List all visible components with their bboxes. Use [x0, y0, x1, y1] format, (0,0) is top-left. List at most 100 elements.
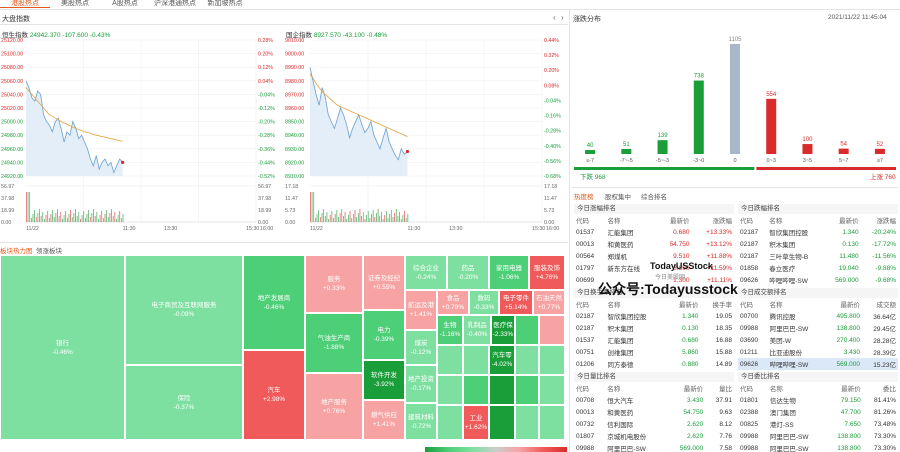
table-row[interactable]: 00699 1.300 +11.11%: [574, 274, 734, 286]
table-row[interactable]: 02187 智欣集团控股 1.340 -20.24%: [738, 226, 898, 238]
sector-tile[interactable]: 家用电器 -1.06%: [489, 255, 529, 290]
sector-tile[interactable]: 地产发展商 -0.46%: [243, 255, 305, 350]
volume-bar: [73, 213, 75, 222]
table-row[interactable]: 00825 港灯-SS 7.650 73.48%: [738, 418, 898, 430]
next-arrow-icon[interactable]: ›: [561, 13, 564, 22]
table-row[interactable]: 09988 阿里巴巴-SW 138.800 29.45亿: [738, 322, 898, 334]
table-row[interactable]: 02187 三叶草生物-B 11.480 -11.56%: [738, 250, 898, 262]
sector-tile[interactable]: 地产服务 +0.76%: [305, 373, 363, 440]
sector-tile[interactable]: 电子零件 +5.14%: [499, 290, 533, 315]
top-tab[interactable]: 新加坡热点: [207, 0, 243, 7]
sector-tile[interactable]: [539, 345, 565, 375]
price-area: [310, 67, 408, 176]
table-row[interactable]: 01537 汇能集团 0.680 16.88: [574, 334, 734, 346]
volume-bar: [45, 215, 47, 222]
sector-tile[interactable]: [515, 405, 539, 440]
tab-heat[interactable]: 热度榜: [574, 194, 594, 201]
sector-tile[interactable]: 服装及饰 +4.76%: [529, 255, 565, 290]
top-tab[interactable]: 港股热点: [0, 0, 50, 8]
table-cell: 比亚迪股份: [769, 350, 803, 357]
sector-tile[interactable]: 保险 -0.37%: [125, 365, 243, 440]
table-row[interactable]: 01807 京城机电股份 2.620 7.76: [574, 430, 734, 442]
table-row[interactable]: 01537 汇能集团 0.680 +13.33%: [574, 226, 734, 238]
sector-tile[interactable]: 药品 -0.20%: [447, 255, 489, 290]
sector-tile[interactable]: 电力 -0.39%: [363, 310, 405, 360]
dist-category-label: ≥7: [877, 158, 883, 164]
sector-tile[interactable]: 气油生产商 -1.88%: [305, 313, 363, 373]
sector-tile[interactable]: 数码 -0.33%: [469, 290, 499, 315]
sector-tile[interactable]: 航运及港 +1.41%: [405, 290, 437, 330]
sector-tile[interactable]: [437, 405, 463, 440]
table-row[interactable]: 00013 和黄医药 54.750 9.63: [574, 406, 734, 418]
table-row[interactable]: 02187 智欣集团控股 1.340 19.05: [574, 310, 734, 322]
sector-tile[interactable]: [515, 375, 539, 405]
sector-tile[interactable]: [515, 315, 539, 345]
sector-tile[interactable]: 综合企业 -0.24%: [405, 255, 447, 290]
table-row[interactable]: 00700 腾讯控股 495.800 36.64亿: [738, 310, 898, 322]
sector-tile[interactable]: [489, 375, 515, 405]
sector-tile[interactable]: 医疗保 -2.33%: [491, 315, 515, 345]
sector-tile[interactable]: 煤炭 -0.12%: [405, 330, 437, 365]
sector-tile[interactable]: [515, 345, 539, 375]
table-row[interactable]: 09988 阿里巴巴-SW 138.800 73.30%: [738, 430, 898, 442]
sector-tile[interactable]: 服务 +0.33%: [305, 255, 363, 313]
sector-tile[interactable]: [539, 315, 565, 345]
sector-tile[interactable]: 银行 -0.46%: [0, 255, 125, 440]
sector-tile[interactable]: [437, 375, 463, 405]
tab-heatmap[interactable]: 板块热力图: [0, 248, 33, 255]
table-row[interactable]: 01858 春立医疗 19.040 -9.88%: [738, 262, 898, 274]
table-row[interactable]: 09988 阿里巴巴-SW 569.000 7.58: [574, 442, 734, 452]
sector-tile[interactable]: 软件开发 -3.92%: [363, 360, 405, 400]
sector-tile[interactable]: [437, 345, 463, 375]
sector-tile[interactable]: [539, 405, 565, 440]
volume-bar: [119, 211, 121, 222]
table-row[interactable]: 00708 恒大汽车 3.430 37.91: [574, 394, 734, 406]
table-row[interactable]: 02187 积木集团 0.130 -17.72%: [738, 238, 898, 250]
table-row[interactable]: 02388 澳门集团 47.700 81.26%: [738, 406, 898, 418]
tab-leading-sectors[interactable]: 领涨板块: [36, 248, 62, 255]
dist-bar: [730, 44, 740, 154]
sector-tile[interactable]: 食品 +0.78%: [437, 290, 469, 315]
sector-tile[interactable]: [489, 405, 515, 440]
sector-pct: -0.17%: [410, 385, 432, 392]
table-row[interactable]: 09626 哔哩哔哩-SW 569.000 15.23亿: [738, 358, 898, 370]
top-tab[interactable]: A股热点: [112, 0, 138, 7]
table-row[interactable]: 09626 哔哩哔哩-SW 569.000 -9.68%: [738, 274, 898, 286]
column-header: 委比: [883, 386, 896, 393]
table-title: 今日跌幅排名: [738, 204, 898, 214]
sector-tile[interactable]: 汽车 +2.98%: [243, 350, 305, 440]
sector-tile[interactable]: 电子商贸及互联网服务 -0.09%: [125, 255, 243, 365]
sector-tile[interactable]: [539, 375, 565, 405]
tab-ranking[interactable]: 综合排名: [641, 194, 667, 201]
sector-tile[interactable]: 汽车零 -4.02%: [489, 345, 515, 375]
table-cell: 01206: [576, 360, 595, 368]
top-tab[interactable]: 美股热点: [61, 0, 89, 7]
sector-tile[interactable]: 燃气供应 +1.41%: [363, 400, 405, 440]
sector-tile[interactable]: 建筑材料 -0.72%: [405, 403, 437, 440]
sector-tile[interactable]: 乳制品 -0.40%: [463, 315, 491, 345]
tab-concentration[interactable]: 股权集中: [605, 194, 631, 201]
sector-tile[interactable]: [463, 375, 489, 405]
table-row[interactable]: 01801 信达生物 79.150 81.41%: [738, 394, 898, 406]
table-row[interactable]: 03690 美团-W 270.400 28.28亿: [738, 334, 898, 346]
table-row[interactable]: 00732 信利国际 2.620 8.12: [574, 418, 734, 430]
table-row[interactable]: 01211 比亚迪股份 3.430 28.39亿: [738, 346, 898, 358]
sector-tile[interactable]: 生物 -1.16%: [437, 315, 463, 345]
table-row[interactable]: 09988 阿里巴巴-SW 138.800 73.30%: [738, 442, 898, 452]
sector-tile[interactable]: 石油天然 +0.77%: [533, 290, 565, 315]
table-row[interactable]: 00013 和黄医药 54.750 +13.12%: [574, 238, 734, 250]
table-cell: 01211: [740, 348, 758, 356]
volume-tick: 18.99: [1, 208, 14, 214]
sector-tile[interactable]: [463, 345, 489, 375]
top-tab[interactable]: 沪深港通热点: [154, 0, 196, 7]
sector-tile[interactable]: 地产投资 -0.17%: [405, 365, 437, 403]
table-row[interactable]: 01797 新东方在线 8.890 +11.59%: [574, 262, 734, 274]
table-cell: 00732: [576, 420, 595, 428]
table-row[interactable]: 00751 创维集团 5.860 15.88: [574, 346, 734, 358]
prev-arrow-icon[interactable]: ‹: [553, 13, 556, 22]
table-row[interactable]: 00564 郑煤机 9.510 +11.88%: [574, 250, 734, 262]
sector-tile[interactable]: 工业 +1.62%: [463, 405, 489, 440]
table-row[interactable]: 01206 同方泰德 0.880 14.89: [574, 358, 734, 370]
sector-tile[interactable]: 证券及经纪 +0.55%: [363, 255, 405, 310]
table-row[interactable]: 02187 积木集团 0.130 18.35: [574, 322, 734, 334]
